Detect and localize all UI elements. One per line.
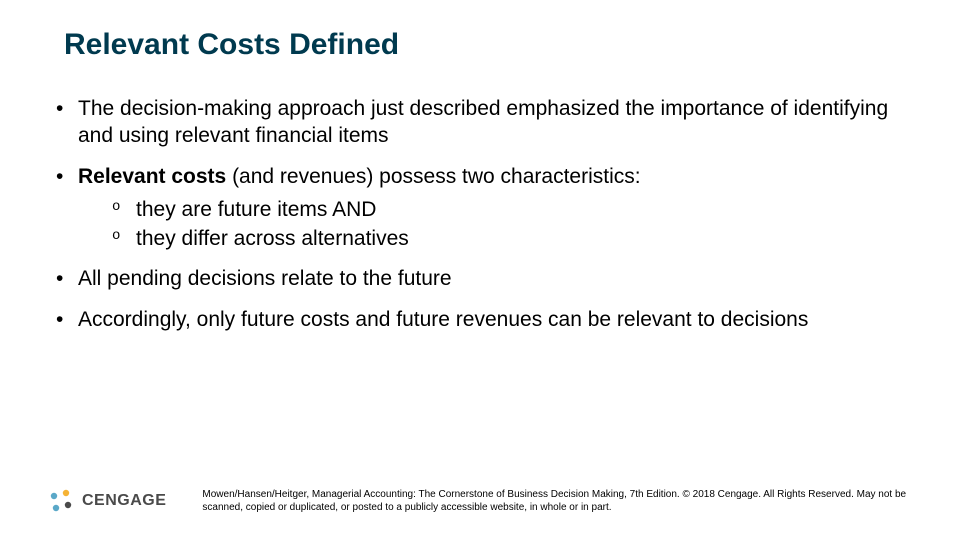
bullet-item: The decision-making approach just descri…: [48, 96, 912, 150]
sub-bullet-list: they are future items AND they differ ac…: [78, 197, 912, 253]
bullet-text-bold: Relevant costs: [78, 165, 226, 188]
sub-bullet-item: they differ across alternatives: [112, 226, 912, 253]
bullet-text: (and revenues) possess two characteristi…: [226, 165, 640, 188]
sub-bullet-text: they differ across alternatives: [136, 227, 409, 250]
bullet-item: Accordingly, only future costs and futur…: [48, 307, 912, 334]
brand-logo: CENGAGE: [48, 488, 166, 514]
sub-bullet-text: they are future items AND: [136, 198, 376, 221]
bullet-text: Accordingly, only future costs and futur…: [78, 308, 808, 331]
bullet-text: All pending decisions relate to the futu…: [78, 267, 452, 290]
sub-bullet-item: they are future items AND: [112, 197, 912, 224]
slide: Relevant Costs Defined The decision-maki…: [0, 0, 960, 540]
slide-title: Relevant Costs Defined: [64, 28, 912, 62]
bullet-text: The decision-making approach just descri…: [78, 97, 888, 147]
bullet-item: All pending decisions relate to the futu…: [48, 266, 912, 293]
bullet-item: Relevant costs (and revenues) possess tw…: [48, 164, 912, 253]
bullet-list: The decision-making approach just descri…: [48, 96, 912, 334]
footer: CENGAGE Mowen/Hansen/Heitger, Managerial…: [0, 472, 960, 540]
copyright-text: Mowen/Hansen/Heitger, Managerial Account…: [166, 488, 912, 515]
logo-swirl-icon: [48, 488, 74, 514]
brand-name: CENGAGE: [82, 492, 166, 510]
